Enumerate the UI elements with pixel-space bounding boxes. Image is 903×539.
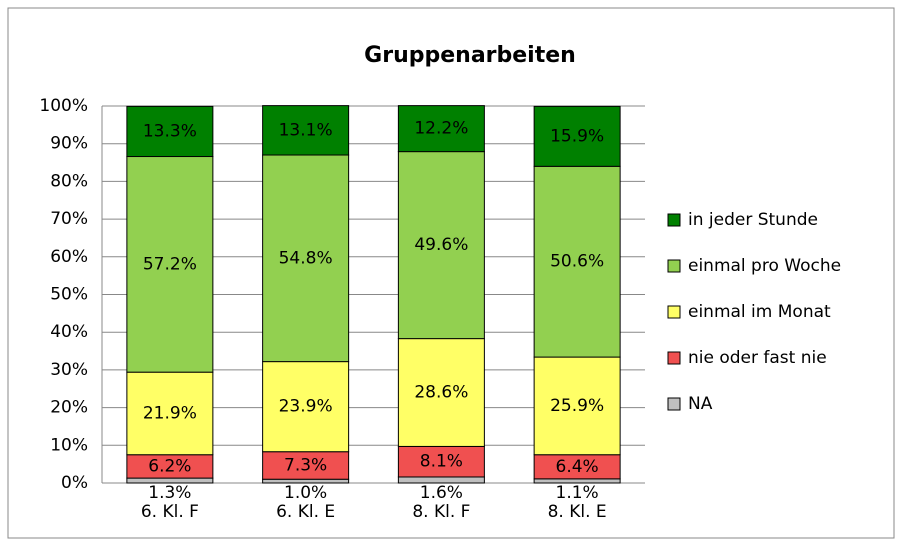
bar-segment — [397, 445, 485, 478]
bar-segment — [262, 451, 350, 480]
value-label: 54.8% — [279, 248, 333, 268]
value-label: 15.9% — [550, 126, 604, 146]
value-label: 6.4% — [556, 457, 599, 477]
y-tick-label: 60% — [50, 247, 88, 267]
legend-swatch — [667, 305, 681, 319]
value-label: 25.9% — [550, 396, 604, 416]
value-label: 23.9% — [279, 397, 333, 417]
bar-segment — [533, 454, 621, 480]
bar-segment — [262, 361, 350, 453]
value-label: 12.2% — [414, 119, 468, 139]
value-label: 1.6% — [420, 483, 463, 503]
bar-segment — [533, 105, 621, 167]
bar-segment — [126, 371, 214, 456]
bar-segment — [397, 151, 485, 340]
value-label: 6.2% — [148, 456, 191, 476]
legend-label: einmal im Monat — [688, 302, 831, 322]
legend-label: NA — [688, 394, 713, 414]
value-label: 28.6% — [414, 383, 468, 403]
x-tick-label: 6. Kl. E — [276, 502, 335, 522]
value-label: 50.6% — [550, 252, 604, 272]
y-tick-label: 20% — [50, 398, 88, 418]
legend-swatch — [667, 397, 681, 411]
legend-label: in jeder Stunde — [688, 210, 818, 230]
bar-segment — [126, 156, 214, 373]
value-label: 1.0% — [284, 483, 327, 503]
bar-segment — [533, 165, 621, 358]
value-label: 13.1% — [279, 120, 333, 140]
bar-segment — [397, 105, 485, 153]
y-tick-label: 50% — [50, 285, 88, 305]
y-tick-label: 40% — [50, 322, 88, 342]
legend-label: einmal pro Woche — [688, 256, 841, 276]
y-tick-label: 10% — [50, 435, 88, 455]
value-label: 49.6% — [414, 235, 468, 255]
value-label: 57.2% — [143, 254, 197, 274]
y-tick-label: 30% — [50, 360, 88, 380]
y-tick-label: 0% — [61, 473, 88, 493]
bar-segment — [126, 105, 214, 158]
bar-segment — [262, 154, 350, 363]
legend-label: nie oder fast nie — [688, 348, 827, 368]
x-tick-label: 6. Kl. F — [141, 502, 199, 522]
legend-swatch — [667, 351, 681, 365]
y-tick-label: 80% — [50, 171, 88, 191]
x-tick-label: 8. Kl. E — [548, 502, 607, 522]
legend-swatch — [667, 213, 681, 227]
y-tick-label: 70% — [50, 209, 88, 229]
y-tick-label: 90% — [50, 134, 88, 154]
value-label: 8.1% — [420, 452, 463, 472]
y-tick-label: 100% — [39, 96, 88, 116]
value-label: 1.1% — [556, 483, 599, 503]
value-label: 1.3% — [148, 483, 191, 503]
value-label: 21.9% — [143, 403, 197, 423]
legend-swatch — [667, 259, 681, 273]
chart-title: Gruppenarbeiten — [364, 43, 576, 68]
bar-segment — [397, 338, 485, 447]
bar-segment — [533, 356, 621, 456]
x-tick-label: 8. Kl. F — [412, 502, 470, 522]
bar-segment — [262, 105, 350, 156]
value-label: 7.3% — [284, 455, 327, 475]
value-label: 13.3% — [143, 121, 197, 141]
